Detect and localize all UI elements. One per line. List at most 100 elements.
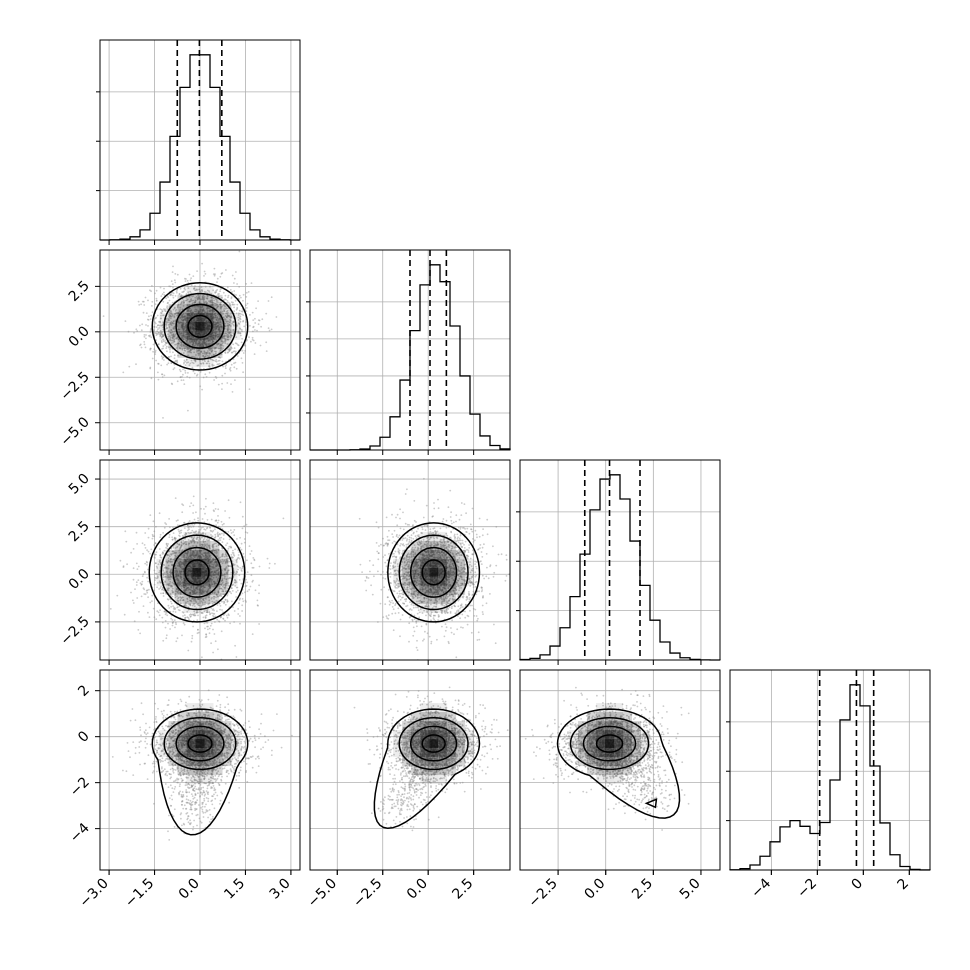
scatter-point: [181, 554, 184, 557]
scatter-point: [189, 348, 192, 351]
scatter-point: [219, 301, 222, 304]
scatter-point: [211, 579, 214, 581]
scatter-point: [160, 324, 163, 327]
scatter-point: [234, 579, 236, 581]
scatter-point: [182, 368, 184, 371]
scatter-point: [194, 532, 196, 534]
scatter-point: [233, 563, 236, 566]
scatter-point: [248, 545, 251, 547]
scatter-point: [125, 540, 128, 543]
scatter-point: [230, 316, 233, 318]
scatter-point: [438, 587, 441, 589]
scatter-point: [217, 343, 220, 345]
scatter-point: [168, 587, 171, 590]
scatter-point: [205, 300, 207, 303]
scatter-point: [192, 311, 194, 314]
scatter-point: [191, 539, 194, 541]
scatter-point: [185, 541, 187, 543]
scatter-point: [182, 338, 184, 341]
contour-3: [148, 522, 246, 623]
scatter-point: [217, 383, 220, 386]
scatter-point: [423, 600, 425, 603]
scatter-point: [202, 296, 204, 298]
scatter-point: [175, 359, 177, 362]
scatter-point: [199, 309, 202, 311]
scatter-point: [212, 311, 215, 313]
scatter-point: [164, 566, 167, 568]
contour-2: [160, 534, 234, 611]
scatter-point: [214, 528, 216, 531]
scatter-point: [214, 314, 217, 317]
scatter-point: [447, 587, 449, 590]
scatter-point: [214, 312, 217, 315]
scatter-point: [182, 344, 185, 347]
scatter-point: [447, 573, 450, 576]
scatter-point: [178, 549, 181, 552]
scatter-point: [203, 356, 206, 359]
scatter-point: [189, 300, 192, 303]
scatter-point: [127, 330, 130, 333]
scatter-point: [181, 596, 184, 598]
scatter-point: [171, 581, 174, 584]
scatter-point: [174, 607, 177, 610]
scatter-point: [147, 536, 150, 539]
scatter-point: [182, 332, 185, 334]
scatter-point: [188, 599, 191, 602]
scatter-point: [481, 556, 484, 558]
scatter-point: [184, 372, 187, 374]
scatter-point: [225, 578, 228, 580]
scatter-point: [159, 581, 162, 584]
scatter-point: [139, 632, 142, 635]
scatter-point: [214, 621, 216, 623]
scatter-point: [170, 334, 173, 336]
scatter-point: [181, 611, 184, 613]
scatter-point: [186, 597, 189, 600]
scatter-point: [219, 608, 222, 611]
scatter-point: [234, 299, 237, 302]
scatter-point: [413, 630, 416, 633]
scatter-point: [230, 331, 232, 334]
scatter-point: [183, 287, 186, 289]
scatter-point: [183, 335, 186, 338]
scatter-point: [199, 298, 202, 301]
scatter-point: [439, 587, 441, 590]
scatter-point: [142, 311, 145, 314]
scatter-point: [219, 349, 222, 352]
scatter-point: [168, 575, 171, 578]
scatter-point: [217, 590, 220, 593]
scatter-point: [214, 316, 217, 319]
scatter-point: [210, 299, 213, 302]
scatter-point: [183, 590, 186, 593]
scatter-point: [177, 320, 180, 322]
scatter-point: [437, 507, 440, 510]
scatter-point: [440, 598, 443, 601]
scatter-point: [226, 324, 229, 327]
scatter-point: [201, 309, 204, 312]
scatter-point: [170, 568, 173, 571]
scatter-point: [190, 341, 193, 343]
scatter-point: [186, 610, 189, 613]
scatter-point: [170, 575, 172, 578]
scatter-point: [207, 551, 210, 554]
scatter-point: [223, 573, 226, 576]
scatter-point: [209, 339, 212, 342]
scatter-point: [153, 326, 156, 328]
panel-frame: [309, 249, 511, 451]
scatter-point: [203, 341, 206, 344]
scatter-point: [180, 318, 183, 321]
scatter-point: [216, 333, 219, 336]
scatter-point: [173, 536, 176, 539]
scatter-point: [196, 297, 199, 300]
scatter-point: [213, 574, 215, 577]
scatter-point: [157, 378, 160, 381]
scatter-point: [175, 576, 178, 578]
scatter-point: [478, 638, 481, 641]
scatter-point: [187, 589, 190, 591]
scatter-point: [163, 294, 166, 296]
scatter-point: [184, 533, 187, 536]
scatter-point: [161, 356, 164, 359]
scatter-point: [213, 613, 216, 615]
scatter-point: [199, 343, 202, 346]
scatter-point: [448, 578, 450, 581]
scatter-point: [438, 551, 441, 554]
